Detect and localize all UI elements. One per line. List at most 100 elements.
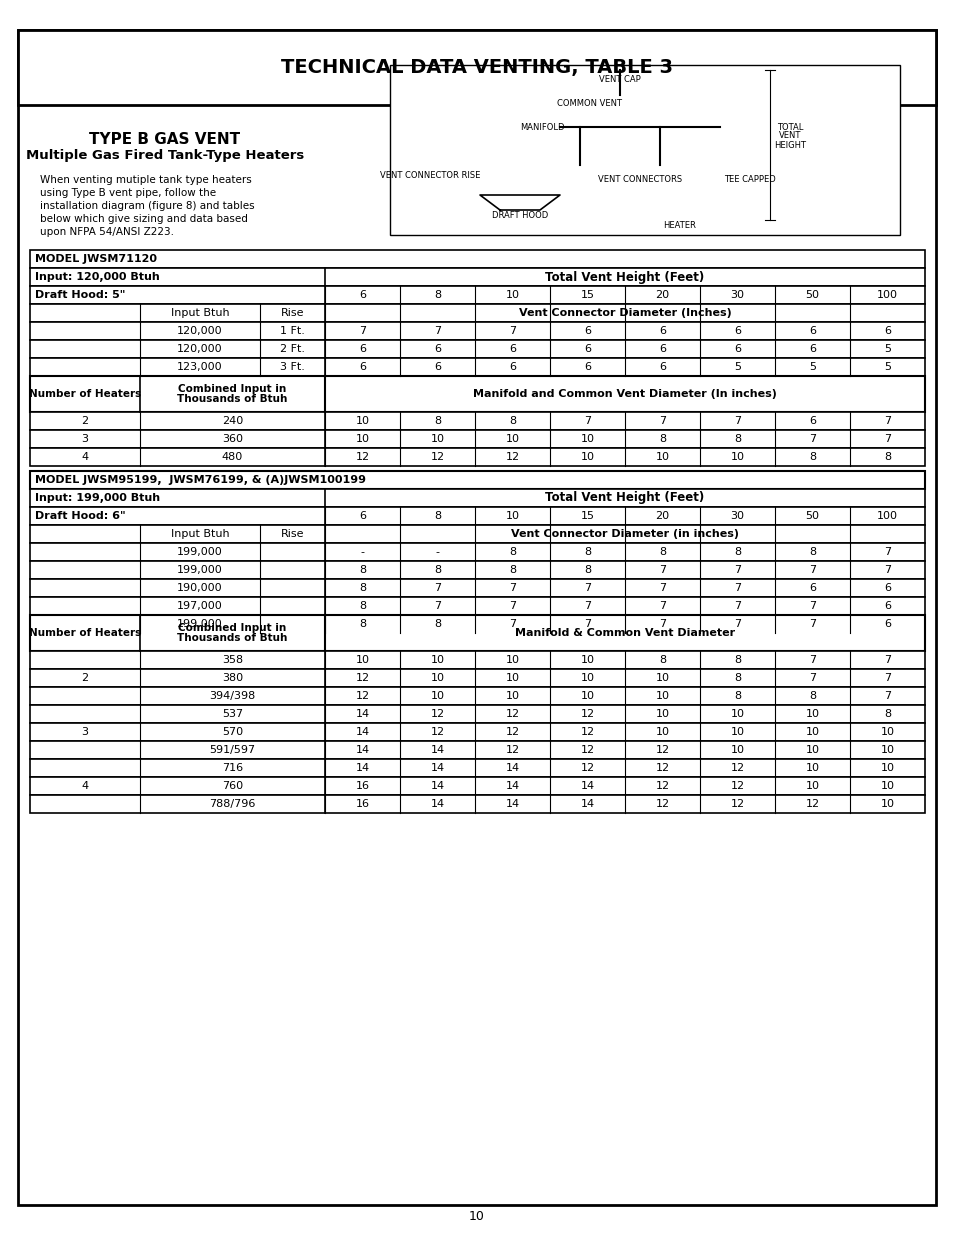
Text: DRAFT HOOD: DRAFT HOOD: [492, 210, 548, 220]
Text: 7: 7: [883, 547, 890, 557]
Text: 14: 14: [355, 745, 369, 755]
Text: 8: 8: [659, 547, 665, 557]
Text: Draft Hood: 6": Draft Hood: 6": [35, 511, 126, 521]
Text: 10: 10: [430, 673, 444, 683]
Bar: [18, 30, 935, 105]
Bar: [30, 304, 924, 322]
Text: Multiple Gas Fired Tank-Type Heaters: Multiple Gas Fired Tank-Type Heaters: [26, 149, 304, 163]
Text: 8: 8: [733, 692, 740, 701]
Text: 5: 5: [883, 362, 890, 372]
Bar: [30, 722, 924, 741]
Bar: [30, 448, 924, 466]
Text: 7: 7: [659, 416, 665, 426]
Text: 6: 6: [883, 326, 890, 336]
Text: 7: 7: [659, 583, 665, 593]
Text: Manifold & Common Vent Diameter: Manifold & Common Vent Diameter: [515, 629, 735, 638]
Text: 2: 2: [81, 416, 89, 426]
Text: Vent Connector Diameter (in inches): Vent Connector Diameter (in inches): [511, 529, 739, 538]
Text: 6: 6: [358, 362, 366, 372]
Text: 6: 6: [583, 345, 590, 354]
Text: 4: 4: [81, 452, 89, 462]
Text: 15: 15: [579, 511, 594, 521]
Text: 7: 7: [583, 601, 591, 611]
Text: 120,000: 120,000: [177, 345, 223, 354]
Text: 537: 537: [222, 709, 243, 719]
Text: 380: 380: [222, 673, 243, 683]
Text: 8: 8: [508, 564, 516, 576]
Bar: [30, 561, 924, 579]
Bar: [30, 705, 924, 722]
Text: 12: 12: [655, 781, 669, 790]
Text: 10: 10: [505, 673, 519, 683]
Text: 6: 6: [358, 511, 366, 521]
Text: below which give sizing and data based: below which give sizing and data based: [40, 214, 248, 224]
Text: Total Vent Height (Feet): Total Vent Height (Feet): [545, 270, 704, 284]
Text: 8: 8: [434, 619, 440, 629]
Text: 20: 20: [655, 290, 669, 300]
Text: 4: 4: [81, 781, 89, 790]
Text: 50: 50: [804, 511, 819, 521]
Bar: [30, 760, 924, 777]
Text: 10: 10: [655, 727, 669, 737]
Bar: [30, 687, 924, 705]
Text: COMMON VENT: COMMON VENT: [557, 99, 622, 107]
Text: 8: 8: [883, 709, 890, 719]
Bar: [30, 579, 924, 597]
Text: 7: 7: [883, 564, 890, 576]
Text: 6: 6: [583, 326, 590, 336]
Text: 12: 12: [655, 799, 669, 809]
Bar: [30, 489, 924, 508]
Text: 10: 10: [880, 799, 894, 809]
Text: 570: 570: [222, 727, 243, 737]
Text: 716: 716: [222, 763, 243, 773]
Bar: [30, 508, 924, 525]
Bar: [30, 471, 924, 489]
Text: 8: 8: [733, 655, 740, 664]
Text: 7: 7: [508, 326, 516, 336]
Text: 10: 10: [579, 692, 594, 701]
Text: 6: 6: [659, 326, 665, 336]
Text: 12: 12: [730, 799, 743, 809]
Text: 10: 10: [579, 655, 594, 664]
Text: 7: 7: [659, 564, 665, 576]
Bar: [30, 615, 924, 651]
Text: 12: 12: [579, 745, 594, 755]
Text: Thousands of Btuh: Thousands of Btuh: [177, 394, 288, 404]
Text: 12: 12: [655, 745, 669, 755]
Text: 8: 8: [434, 290, 440, 300]
Text: 394/398: 394/398: [209, 692, 255, 701]
Text: 3: 3: [81, 727, 89, 737]
Text: using Type B vent pipe, follow the: using Type B vent pipe, follow the: [40, 188, 216, 198]
Text: 7: 7: [583, 416, 591, 426]
Text: 10: 10: [355, 655, 369, 664]
Text: 12: 12: [505, 709, 519, 719]
Bar: [30, 543, 924, 561]
Text: 8: 8: [434, 416, 440, 426]
Text: 7: 7: [883, 692, 890, 701]
Text: 16: 16: [355, 781, 369, 790]
Text: 7: 7: [434, 326, 440, 336]
Text: 6: 6: [808, 345, 815, 354]
Text: 7: 7: [883, 433, 890, 445]
Text: Combined Input in: Combined Input in: [178, 622, 286, 634]
Text: 10: 10: [655, 709, 669, 719]
Text: 7: 7: [808, 673, 815, 683]
Text: 10: 10: [655, 452, 669, 462]
Text: 8: 8: [434, 564, 440, 576]
Text: 8: 8: [358, 564, 366, 576]
Text: 8: 8: [508, 547, 516, 557]
Bar: [30, 322, 924, 340]
Text: 8: 8: [733, 673, 740, 683]
Text: 30: 30: [730, 511, 743, 521]
Text: 7: 7: [733, 601, 740, 611]
Text: 10: 10: [880, 727, 894, 737]
Text: Input: 120,000 Btuh: Input: 120,000 Btuh: [35, 272, 159, 282]
Text: 240: 240: [222, 416, 243, 426]
Text: 10: 10: [804, 727, 819, 737]
Bar: [30, 249, 924, 268]
Bar: [30, 358, 924, 375]
Text: 7: 7: [659, 601, 665, 611]
Text: 10: 10: [430, 433, 444, 445]
Text: 7: 7: [733, 619, 740, 629]
Text: 12: 12: [355, 452, 369, 462]
